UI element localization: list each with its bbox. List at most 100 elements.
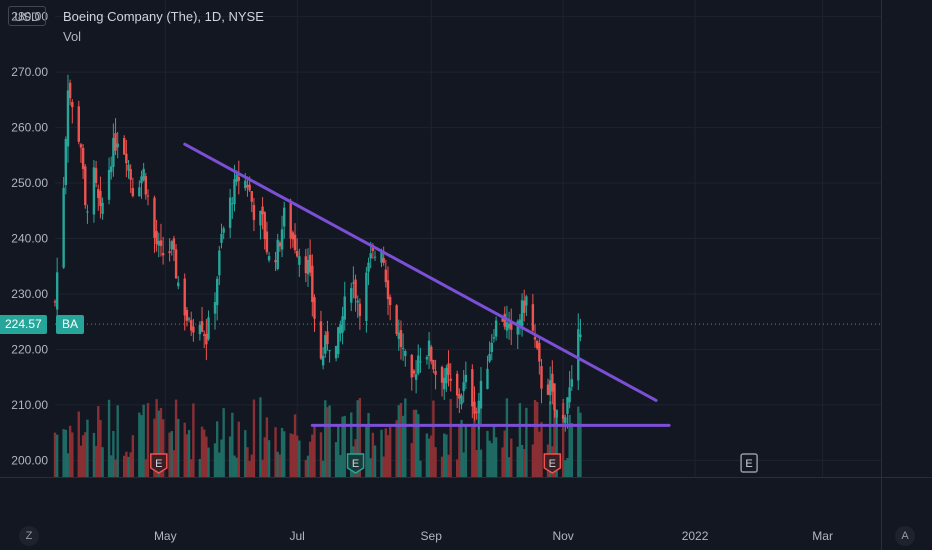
zoom-reset-button[interactable]: Z bbox=[19, 526, 39, 546]
volume-bar bbox=[202, 429, 206, 477]
volume-bar bbox=[365, 425, 368, 477]
earnings-marker-shape bbox=[346, 453, 365, 474]
volume-bar bbox=[157, 410, 160, 477]
candle-body bbox=[84, 166, 87, 206]
candle-body bbox=[265, 231, 269, 253]
candle-body bbox=[546, 384, 550, 395]
candle-body bbox=[386, 280, 390, 300]
volume-bar bbox=[326, 407, 329, 477]
volume-bar bbox=[564, 460, 567, 477]
candle-body bbox=[207, 317, 210, 340]
candle-body bbox=[358, 303, 362, 317]
volume-bar bbox=[265, 417, 269, 477]
volume-bar bbox=[492, 426, 496, 477]
volume-bar bbox=[86, 419, 89, 477]
volume-bar bbox=[341, 416, 344, 477]
volume-bar bbox=[427, 438, 431, 477]
candle-body bbox=[486, 368, 489, 389]
candle-body bbox=[410, 354, 413, 378]
volume-bar bbox=[190, 459, 193, 477]
volume-bar bbox=[494, 437, 498, 477]
volume-bar bbox=[304, 459, 308, 477]
volume-bar bbox=[388, 427, 392, 477]
volume-bar bbox=[386, 435, 390, 477]
volume-bar bbox=[274, 427, 277, 477]
candle-body bbox=[140, 176, 143, 184]
candle-body bbox=[369, 253, 372, 259]
volume-bar bbox=[94, 445, 98, 477]
candle-body bbox=[71, 101, 74, 108]
candle-body bbox=[339, 324, 342, 334]
volume-bar bbox=[122, 455, 126, 477]
candle-body bbox=[291, 232, 295, 240]
candle-body bbox=[334, 346, 338, 359]
candle-body bbox=[425, 357, 429, 360]
candle-body bbox=[244, 180, 247, 189]
candles bbox=[53, 74, 582, 432]
volume-bar bbox=[518, 403, 522, 477]
candle-body bbox=[510, 320, 513, 330]
candle-body bbox=[66, 90, 70, 147]
y-tick-label: 240.00 bbox=[11, 232, 48, 246]
earnings-marker-label: E bbox=[352, 458, 359, 470]
candle-body bbox=[401, 347, 405, 349]
volume-bar bbox=[507, 457, 511, 477]
y-tick-label: 270.00 bbox=[11, 65, 48, 79]
candle-body bbox=[350, 288, 353, 303]
candle-body bbox=[432, 359, 435, 370]
candle-body bbox=[220, 233, 223, 243]
candle-body bbox=[101, 202, 104, 214]
candle-body bbox=[579, 334, 582, 338]
candle-body bbox=[92, 167, 96, 215]
volume-bar bbox=[430, 435, 433, 477]
currency-button[interactable]: USD bbox=[8, 6, 46, 26]
candle-body bbox=[352, 282, 355, 284]
candle-body bbox=[190, 320, 193, 331]
candle-body bbox=[110, 166, 113, 173]
candle-body bbox=[129, 169, 132, 180]
candle-body bbox=[306, 259, 310, 275]
volume-bar bbox=[432, 400, 435, 477]
candle-body bbox=[540, 366, 543, 389]
candle-body bbox=[131, 188, 135, 197]
volume-bar bbox=[321, 460, 325, 477]
symbol-title[interactable]: Boeing Company (The), 1D, NYSE bbox=[63, 9, 264, 24]
candle-body bbox=[298, 256, 301, 265]
volume-bar bbox=[473, 408, 476, 477]
candle-body bbox=[555, 409, 558, 418]
candle-body bbox=[252, 205, 256, 220]
volume-bar bbox=[144, 459, 148, 477]
y-tick-label: 280.00 bbox=[11, 10, 48, 24]
chart-header: USD Boeing Company (The), 1D, NYSE bbox=[0, 0, 932, 30]
volume-bar bbox=[174, 399, 178, 477]
x-tick-label: 2022 bbox=[682, 529, 709, 543]
volume-bar bbox=[222, 408, 225, 477]
candle-body bbox=[174, 249, 178, 279]
volume-bar bbox=[237, 421, 240, 477]
candle-body bbox=[293, 234, 297, 251]
candle-body bbox=[494, 320, 498, 337]
candle-body bbox=[172, 238, 176, 250]
volume-bar bbox=[127, 456, 130, 477]
volume-bar bbox=[486, 430, 489, 477]
candle-body bbox=[507, 323, 511, 329]
candle-body bbox=[490, 343, 493, 353]
candle-body bbox=[462, 382, 465, 392]
volume-bar bbox=[577, 406, 580, 477]
volume-bar bbox=[401, 415, 405, 477]
candle-body bbox=[138, 187, 141, 197]
volume-legend-label[interactable]: Vol bbox=[63, 29, 82, 44]
candle-body bbox=[443, 377, 446, 390]
auto-scale-button[interactable]: A bbox=[895, 526, 915, 546]
volume-bar bbox=[382, 456, 385, 477]
volume-bar bbox=[443, 433, 446, 477]
candle-body bbox=[198, 324, 202, 335]
volume-bar bbox=[548, 401, 552, 477]
candle-body bbox=[430, 346, 433, 362]
candle-body bbox=[520, 300, 524, 328]
volume-bar bbox=[440, 456, 444, 477]
candle-body bbox=[183, 278, 186, 316]
candle-body bbox=[516, 321, 519, 335]
candle-body bbox=[328, 350, 331, 352]
